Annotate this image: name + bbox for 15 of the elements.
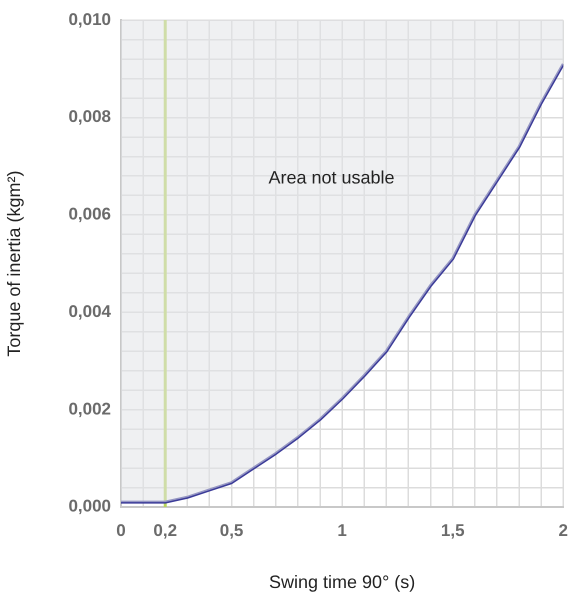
x-tick-label: 2	[558, 520, 568, 540]
x-tick-label: 0	[116, 520, 126, 540]
y-tick-label: 0,000	[68, 496, 111, 516]
x-tick-label: 1,5	[440, 520, 465, 540]
y-tick-label: 0,004	[68, 302, 112, 321]
y-tick-label: 0,002	[68, 399, 111, 418]
x-axis-title: Swing time 90° (s)	[269, 572, 416, 592]
y-tick-label: 0,010	[68, 10, 111, 29]
x-tick-label: 1	[337, 520, 347, 540]
y-axis-title: Torque of inertia (kgm²)	[4, 170, 24, 357]
x-tick-label: 0,2	[153, 520, 178, 540]
y-tick-label: 0,006	[68, 204, 111, 224]
y-tick-label: 0,008	[68, 107, 111, 126]
x-tick-label: 0,5	[220, 520, 244, 540]
annotation: Area not usable	[268, 167, 395, 188]
